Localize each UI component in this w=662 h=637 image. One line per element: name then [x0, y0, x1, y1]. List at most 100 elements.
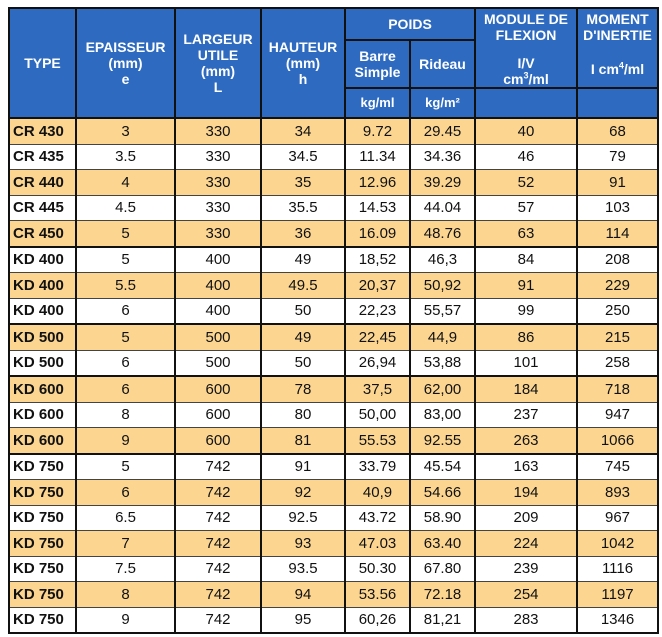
table-row: KD 750 6 742 92 40,9 54.66 194 893 [8, 479, 660, 506]
header-moment: MOMENT D'INERTIE I cm4/ml [576, 7, 660, 89]
type-cell: KD 750 [8, 555, 77, 582]
type-cell: KD 750 [8, 479, 77, 506]
module-cell: 52 [474, 169, 579, 196]
table-row: KD 750 9 742 95 60,26 81,21 283 1346 [8, 606, 660, 634]
barre-cell: 53.56 [344, 581, 411, 608]
table-row: CR 450 5 330 36 16.09 48.76 63 114 [8, 220, 660, 247]
barre-cell: 47.03 [344, 530, 411, 557]
rideau-cell: 46,3 [408, 245, 477, 273]
rideau-cell: 44,9 [408, 323, 477, 351]
moment-cell: 68 [576, 117, 660, 145]
barre-cell: 9.72 [344, 117, 411, 145]
hauteur-cell: 93 [260, 530, 346, 557]
largeur-cell: 330 [174, 169, 262, 196]
header-hauteur-line2: (mm) [285, 55, 321, 71]
module-cell: 84 [474, 245, 579, 273]
table-row: KD 750 8 742 94 53.56 72.18 254 1197 [8, 581, 660, 608]
rideau-cell: 53,88 [408, 349, 477, 377]
barre-cell: 55.53 [344, 427, 411, 454]
epaisseur-cell: 6 [75, 479, 176, 506]
type-cell: KD 500 [8, 349, 77, 377]
rideau-cell: 83,00 [408, 401, 477, 428]
header-epaisseur: EPAISSEUR (mm) e [75, 7, 176, 119]
hauteur-cell: 50 [260, 297, 346, 325]
header-rideau: Rideau [408, 39, 477, 89]
largeur-cell: 330 [174, 143, 262, 170]
hauteur-cell: 80 [260, 401, 346, 428]
header-moment-line1: MOMENT [586, 11, 649, 27]
rideau-cell: 39.29 [408, 169, 477, 196]
barre-cell: 33.79 [344, 452, 411, 480]
header-epaisseur-line2: (mm) [108, 55, 143, 71]
hauteur-cell: 93.5 [260, 555, 346, 582]
rideau-cell: 92.55 [408, 427, 477, 454]
barre-cell: 20,37 [344, 272, 411, 299]
largeur-cell: 330 [174, 117, 262, 145]
largeur-cell: 600 [174, 375, 262, 403]
barre-cell: 11.34 [344, 143, 411, 170]
barre-cell: 43.72 [344, 504, 411, 531]
barre-cell: 22,23 [344, 297, 411, 325]
largeur-cell: 742 [174, 504, 262, 531]
module-cell: 209 [474, 504, 579, 531]
largeur-cell: 742 [174, 452, 262, 480]
hauteur-cell: 49.5 [260, 272, 346, 299]
rideau-cell: 55,57 [408, 297, 477, 325]
header-iv-unit-base: cm [503, 71, 524, 87]
barre-cell: 18,52 [344, 245, 411, 273]
moment-cell: 745 [576, 452, 660, 480]
module-cell: 224 [474, 530, 579, 557]
hauteur-cell: 36 [260, 220, 346, 247]
moment-cell: 967 [576, 504, 660, 531]
table-header: TYPE EPAISSEUR (mm) e LARGEUR UTILE (mm)… [8, 6, 660, 119]
type-cell: KD 750 [8, 606, 77, 634]
type-cell: CR 435 [8, 143, 77, 170]
type-cell: KD 750 [8, 581, 77, 608]
barre-cell: 22,45 [344, 323, 411, 351]
header-largeur: LARGEUR UTILE (mm) L [174, 7, 262, 119]
type-cell: KD 400 [8, 272, 77, 299]
header-epaisseur-line1: EPAISSEUR [85, 39, 166, 55]
header-kgml: kg/ml [344, 87, 411, 119]
epaisseur-cell: 6 [75, 349, 176, 377]
type-cell: KD 400 [8, 297, 77, 325]
header-moment-line2: D'INERTIE [583, 27, 652, 43]
moment-cell: 215 [576, 323, 660, 351]
rideau-cell: 48.76 [408, 220, 477, 247]
table-row: KD 600 8 600 80 50,00 83,00 237 947 [8, 401, 660, 428]
module-cell: 99 [474, 297, 579, 325]
moment-cell: 250 [576, 297, 660, 325]
header-iv-unit-tail: /ml [528, 71, 549, 87]
moment-cell: 79 [576, 143, 660, 170]
specs-table-wrapper: TYPE EPAISSEUR (mm) e LARGEUR UTILE (mm)… [8, 6, 660, 634]
hauteur-cell: 49 [260, 323, 346, 351]
epaisseur-cell: 6 [75, 297, 176, 325]
largeur-cell: 500 [174, 323, 262, 351]
type-cell: KD 750 [8, 504, 77, 531]
module-cell: 283 [474, 606, 579, 634]
table-row: KD 750 7 742 93 47.03 63.40 224 1042 [8, 530, 660, 557]
table-row: KD 600 9 600 81 55.53 92.55 263 1066 [8, 427, 660, 454]
header-epaisseur-line3: e [121, 71, 130, 87]
header-iv: I/V [517, 55, 535, 71]
largeur-cell: 400 [174, 297, 262, 325]
table-row: KD 500 5 500 49 22,45 44,9 86 215 [8, 323, 660, 351]
moment-cell: 1197 [576, 581, 660, 608]
largeur-cell: 742 [174, 606, 262, 634]
type-cell: CR 440 [8, 169, 77, 196]
module-cell: 86 [474, 323, 579, 351]
type-cell: KD 600 [8, 427, 77, 454]
largeur-cell: 330 [174, 220, 262, 247]
epaisseur-cell: 5 [75, 323, 176, 351]
epaisseur-cell: 6 [75, 375, 176, 403]
epaisseur-cell: 5 [75, 245, 176, 273]
moment-cell: 208 [576, 245, 660, 273]
largeur-cell: 330 [174, 194, 262, 221]
table-row: KD 500 6 500 50 26,94 53,88 101 258 [8, 349, 660, 377]
largeur-cell: 742 [174, 555, 262, 582]
epaisseur-cell: 3.5 [75, 143, 176, 170]
hauteur-cell: 35.5 [260, 194, 346, 221]
type-cell: CR 445 [8, 194, 77, 221]
header-moment-spacer [576, 88, 660, 119]
barre-cell: 60,26 [344, 606, 411, 634]
